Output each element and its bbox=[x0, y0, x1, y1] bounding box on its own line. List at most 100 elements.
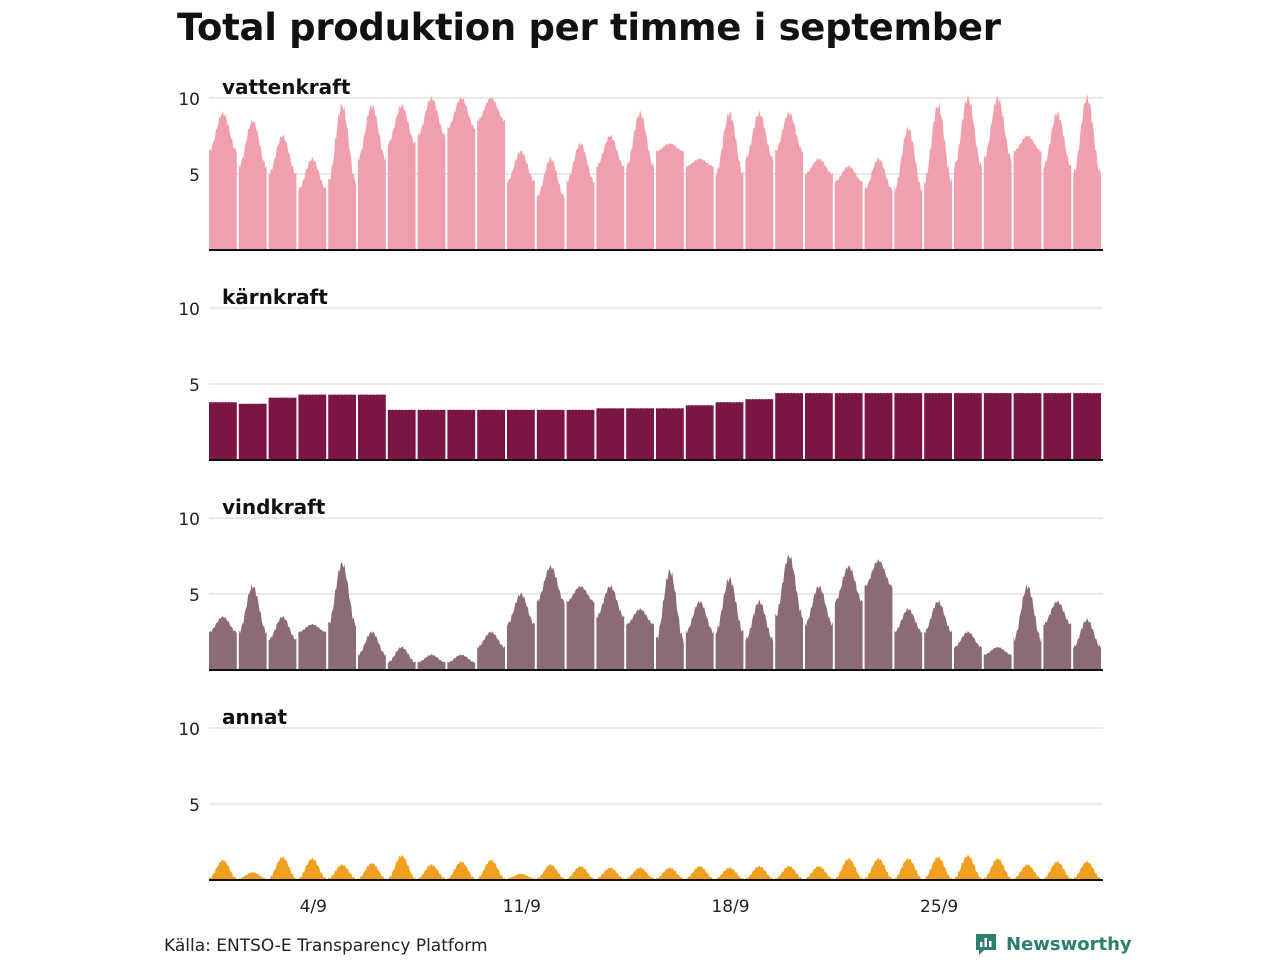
kärnkraft-day-area bbox=[238, 403, 267, 460]
panel-label-vattenkraft: vattenkraft bbox=[222, 75, 351, 99]
kärnkraft-day-area bbox=[894, 392, 923, 460]
vattenkraft-day-area bbox=[536, 156, 565, 250]
vindkraft-day-area bbox=[387, 646, 416, 670]
chart-title: Total produktion per timme i september bbox=[177, 6, 1001, 49]
x-tick-label: 4/9 bbox=[300, 897, 327, 917]
vattenkraft-day-area bbox=[1043, 111, 1072, 250]
vindkraft-day-area bbox=[477, 631, 505, 670]
vindkraft-day-area bbox=[238, 584, 267, 670]
vattenkraft-day-area bbox=[656, 143, 684, 250]
annat-day-area bbox=[745, 865, 774, 880]
vattenkraft-day-area bbox=[387, 104, 416, 250]
vindkraft-day-area bbox=[298, 623, 327, 670]
kärnkraft-day-area bbox=[447, 409, 476, 460]
kärnkraft-day-area bbox=[328, 394, 356, 460]
source-text: Källa: ENTSO-E Transparency Platform bbox=[164, 936, 488, 956]
vattenkraft-day-area bbox=[983, 96, 1012, 250]
annat-day-area bbox=[566, 865, 595, 880]
kärnkraft-day-area bbox=[864, 392, 893, 460]
vindkraft-day-area bbox=[745, 599, 774, 670]
vattenkraft-day-area bbox=[268, 134, 297, 250]
vindkraft-day-area bbox=[656, 569, 684, 670]
brand-name: Newsworthy bbox=[1006, 933, 1132, 955]
kärnkraft-day-area bbox=[477, 409, 505, 460]
annat-day-area bbox=[685, 865, 714, 880]
vindkraft-day-area bbox=[328, 562, 356, 670]
annat-day-area bbox=[805, 865, 833, 880]
brand[interactable]: Newsworthy bbox=[974, 932, 1132, 956]
vattenkraft-day-area bbox=[477, 96, 505, 250]
vattenkraft-day-area bbox=[745, 110, 774, 250]
vindkraft-day-area bbox=[715, 577, 744, 670]
annat-day-area bbox=[715, 867, 744, 880]
vindkraft-day-area bbox=[1073, 617, 1101, 670]
y-tick-label: 5 bbox=[189, 586, 200, 606]
annat-day-area bbox=[447, 860, 476, 880]
kärnkraft-day-area bbox=[536, 409, 565, 460]
vindkraft-day-area bbox=[954, 631, 982, 670]
x-tick-label: 11/9 bbox=[503, 897, 541, 917]
vindkraft-day-area bbox=[566, 585, 595, 670]
vindkraft-day-area bbox=[596, 584, 625, 670]
kärnkraft-day-area bbox=[834, 392, 863, 460]
vindkraft-day-area bbox=[775, 553, 803, 670]
vattenkraft-day-area bbox=[566, 141, 595, 250]
annat-day-area bbox=[864, 857, 893, 880]
x-tick-label: 18/9 bbox=[711, 897, 749, 917]
kärnkraft-day-area bbox=[715, 402, 744, 460]
annat-day-area bbox=[596, 867, 625, 880]
annat-day-area bbox=[1013, 864, 1042, 880]
vattenkraft-day-area bbox=[507, 150, 535, 250]
vattenkraft-day-area bbox=[209, 111, 237, 250]
annat-day-area bbox=[894, 857, 923, 880]
vattenkraft-day-area bbox=[626, 110, 654, 250]
annat-day-area bbox=[507, 873, 535, 880]
annat-day-area bbox=[298, 857, 327, 880]
kärnkraft-day-area bbox=[417, 409, 446, 460]
vindkraft-day-area bbox=[1043, 600, 1072, 670]
vattenkraft-day-area bbox=[298, 156, 327, 250]
vindkraft-day-area bbox=[447, 654, 476, 670]
annat-day-area bbox=[328, 864, 356, 880]
vattenkraft-day-area bbox=[954, 94, 982, 251]
vindkraft-day-area bbox=[805, 584, 833, 670]
vattenkraft-day-area bbox=[1013, 135, 1042, 250]
vindkraft-day-area bbox=[507, 592, 535, 670]
kärnkraft-day-area bbox=[1043, 392, 1072, 460]
vindkraft-day-area bbox=[924, 600, 952, 670]
kärnkraft-day-area bbox=[209, 402, 237, 460]
vattenkraft-day-area bbox=[238, 118, 267, 250]
vattenkraft-day-area bbox=[685, 158, 714, 250]
vattenkraft-day-area bbox=[834, 165, 863, 250]
kärnkraft-day-area bbox=[685, 405, 714, 460]
vattenkraft-day-area bbox=[775, 111, 803, 250]
annat-day-area bbox=[209, 859, 237, 880]
kärnkraft-day-area bbox=[924, 392, 952, 460]
kärnkraft-day-area bbox=[1013, 392, 1042, 460]
kärnkraft-day-area bbox=[387, 409, 416, 460]
kärnkraft-day-area bbox=[805, 392, 833, 460]
vindkraft-day-area bbox=[417, 654, 446, 670]
vindkraft-day-area bbox=[834, 565, 863, 670]
vattenkraft-day-area bbox=[864, 157, 893, 250]
annat-day-area bbox=[387, 855, 416, 880]
panel-kärnkraft: 5 10 kärnkraft bbox=[178, 285, 1103, 461]
panel-label-annat: annat bbox=[222, 705, 287, 729]
annat-day-area bbox=[775, 865, 803, 880]
annat-day-area bbox=[983, 858, 1012, 880]
kärnkraft-day-area bbox=[358, 394, 386, 460]
panel-label-kärnkraft: kärnkraft bbox=[222, 285, 328, 309]
vattenkraft-day-area bbox=[417, 95, 446, 250]
annat-day-area bbox=[238, 871, 267, 880]
y-tick-label: 5 bbox=[189, 376, 200, 396]
panel-label-vindkraft: vindkraft bbox=[222, 495, 326, 519]
y-tick-label: 5 bbox=[189, 166, 200, 186]
panel-vattenkraft: 5 10 vattenkraft bbox=[178, 75, 1103, 251]
vattenkraft-day-area bbox=[447, 96, 476, 250]
annat-day-area bbox=[268, 856, 297, 880]
vindkraft-day-area bbox=[894, 607, 923, 670]
y-tick-label: 10 bbox=[178, 720, 200, 740]
vattenkraft-day-area bbox=[596, 134, 625, 250]
annat-day-area bbox=[626, 867, 654, 880]
